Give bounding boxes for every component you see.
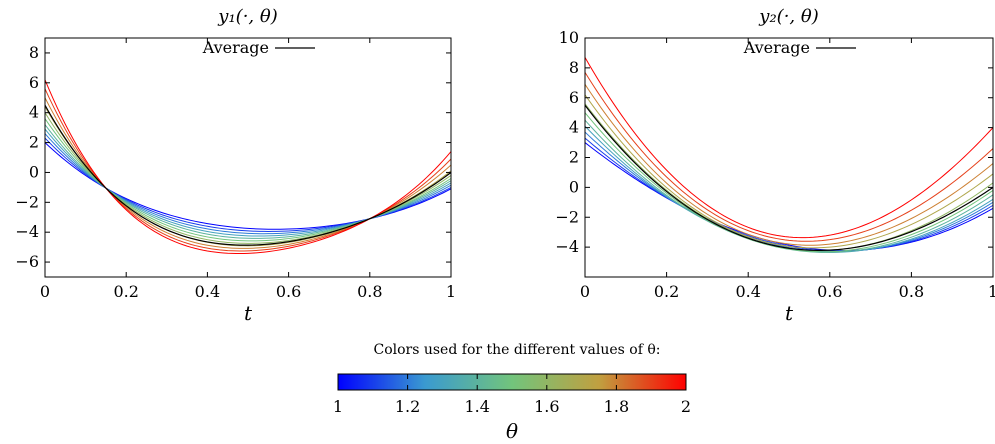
colorbar-tick-label: 2 (681, 397, 691, 416)
series-line-theta-1.8 (585, 84, 993, 246)
colorbar-tick-label: 1.8 (604, 397, 629, 416)
series-line-theta-1.2 (45, 133, 451, 235)
colorbar-tick-label: 1 (333, 397, 343, 416)
y-tick-label: −2 (555, 207, 579, 226)
x-tick-label: 0.2 (654, 282, 679, 301)
colorbar: Colors used for the different values of … (333, 342, 691, 443)
series-line-theta-1.1 (585, 137, 993, 252)
series-line-theta-1.9 (45, 88, 451, 252)
series-line-theta-1.5 (585, 112, 993, 253)
x-tick-label: 0 (580, 282, 590, 301)
y-tick-label: 4 (29, 103, 39, 122)
x-tick-label: 0.6 (276, 282, 301, 301)
series-line-theta-1.7 (585, 94, 993, 249)
series-line-theta-1 (585, 142, 993, 251)
y-tick-label: 0 (29, 162, 39, 181)
x-tick-label: 0.2 (113, 282, 138, 301)
colorbar-tick-label: 1.4 (464, 397, 489, 416)
colorbar-caption: Colors used for the different values of … (373, 342, 660, 358)
y-tick-label: 2 (569, 148, 579, 167)
plot-frame (584, 37, 994, 278)
x-tick-label: 1 (988, 282, 995, 301)
series-line-theta-1.7 (45, 106, 451, 247)
series-line-theta-2 (45, 79, 451, 255)
y-tick-label: 6 (569, 88, 579, 107)
average-line (45, 104, 451, 246)
x-tick-label: 0.8 (357, 282, 382, 301)
x-axis-label: t (785, 301, 794, 325)
series-line-theta-1.9 (585, 72, 993, 242)
chart-title: y₂(·, θ) (758, 6, 818, 27)
x-tick-label: 1 (446, 282, 456, 301)
x-axis-label: t (244, 301, 253, 325)
colorbar-tick-label: 1.6 (534, 397, 559, 416)
plot-frame (44, 37, 452, 278)
average-line (585, 104, 993, 251)
y-tick-label: −4 (555, 237, 579, 256)
y-tick-label: −2 (15, 192, 39, 211)
colorbar-tick-label: 1.2 (395, 397, 420, 416)
series-line-theta-1 (45, 142, 451, 230)
series-line-theta-1.8 (45, 97, 451, 249)
y-tick-label: 2 (29, 133, 39, 152)
x-tick-label: 0.8 (899, 282, 924, 301)
chart-panel-2: 0 0.2 0.4 0.6 0.8 1 −4 −2 0 2 4 6 8 10 y₂(·, θ) t Averag… (555, 6, 995, 325)
y-tick-label: 6 (29, 73, 39, 92)
series-line-theta-1.6 (45, 112, 451, 244)
series-line-theta-1.2 (585, 131, 993, 253)
x-tick-label: 0.4 (735, 282, 760, 301)
y-tick-label: 8 (29, 43, 39, 62)
x-tick-label: 0.4 (195, 282, 220, 301)
y-tick-label: 8 (569, 58, 579, 77)
y-tick-label: 0 (569, 177, 579, 196)
series-line-theta-2 (585, 57, 993, 239)
series-group (45, 79, 451, 255)
y-tick-label: −4 (15, 222, 39, 241)
series-line-theta-1.3 (45, 128, 451, 237)
chart-panel-1: 0 0.2 0.4 0.6 0.8 1 −6 −4 −2 0 2 4 6 8 y₁(·, θ) t Averag… (15, 6, 456, 325)
x-tick-label: 0 (40, 282, 50, 301)
x-tick-label: 0.6 (817, 282, 842, 301)
y-tick-label: −6 (15, 252, 39, 271)
chart-title: y₁(·, θ) (217, 6, 277, 27)
colorbar-bar (337, 373, 687, 391)
y-tick-label: 4 (569, 118, 579, 137)
y-tick-label: 10 (559, 28, 579, 47)
colorbar-label: θ (506, 419, 518, 443)
legend-label: Average (743, 38, 810, 57)
series-line-theta-1.1 (45, 137, 451, 232)
series-line-theta-1.4 (45, 124, 451, 239)
series-group (585, 57, 993, 253)
series-line-theta-1.5 (45, 118, 451, 242)
legend-label: Average (202, 38, 269, 57)
